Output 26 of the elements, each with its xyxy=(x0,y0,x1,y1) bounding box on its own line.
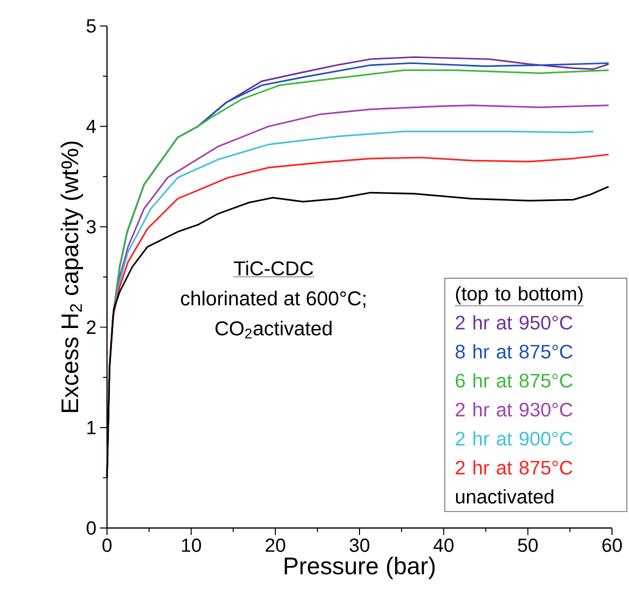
x-tick-label: 0 xyxy=(102,538,112,552)
text: 2 hr at 950°C xyxy=(456,315,572,330)
x-axis-title: Pressure (bar) xyxy=(284,556,435,580)
text: 2 hr at 930°C xyxy=(456,402,572,417)
y-tick-label: 4 xyxy=(86,120,96,133)
y-tick-label: 0 xyxy=(86,521,96,535)
y-tick-label: 2 xyxy=(86,320,96,334)
y-axis-title: Excess H$_{2}$ capacity (wt%) xyxy=(60,142,84,412)
text: 2 hr at 900°C xyxy=(456,431,572,446)
x-tick-label: 20 xyxy=(266,538,286,552)
y-tick-label: 3 xyxy=(86,220,96,234)
text: 8 hr at 875°C xyxy=(456,344,572,359)
x-tick-label: 10 xyxy=(182,538,201,552)
x-tick-label: 40 xyxy=(434,538,454,552)
legend-title: (top to bottom) xyxy=(456,286,583,304)
y-tick-label: 1 xyxy=(87,421,96,434)
annotation: CO$_{2}$activated xyxy=(216,320,332,338)
x-tick-label: 50 xyxy=(518,538,538,552)
x-tick-label: 60 xyxy=(602,538,622,552)
text: unactivated xyxy=(456,489,554,504)
annotation: TiC-CDC xyxy=(234,260,314,276)
text: 2 hr at 875°C xyxy=(456,460,572,475)
x-tick-label: 30 xyxy=(350,538,370,552)
text: 6 hr at 875°C xyxy=(456,373,572,388)
annotation: chlorinated at 600°C; xyxy=(181,290,366,308)
y-tick-label: 5 xyxy=(86,19,96,33)
